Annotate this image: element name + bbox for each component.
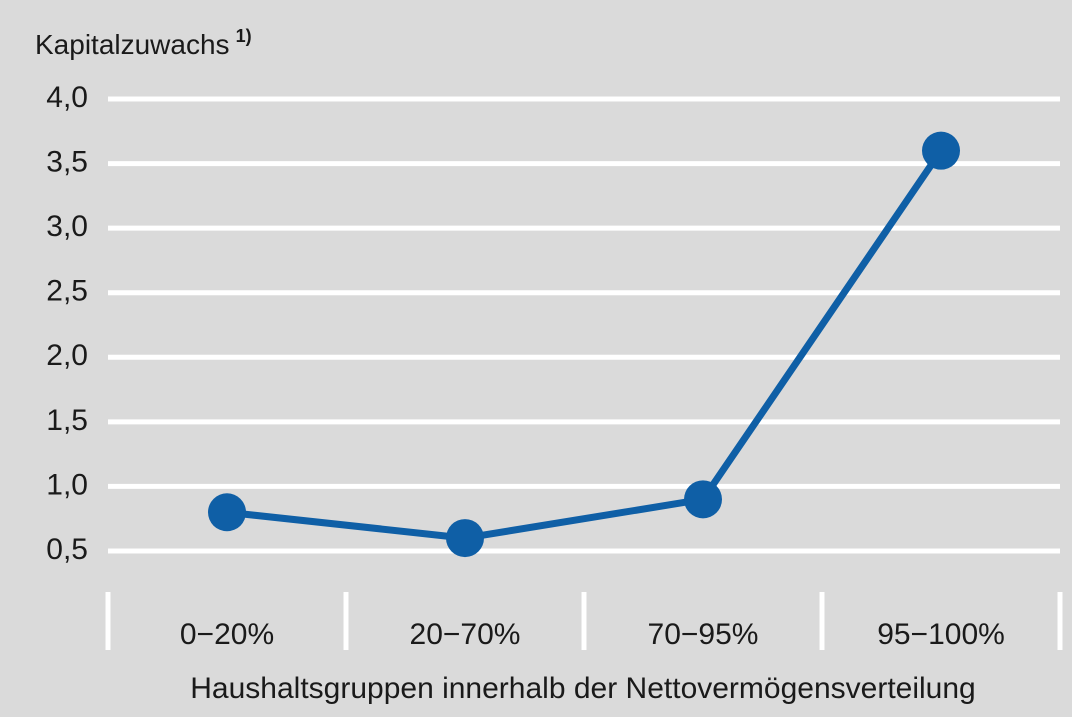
- x-tick-label: 20−70%: [410, 618, 521, 651]
- y-tick-label: 1,0: [46, 468, 88, 501]
- y-tick-label: 1,5: [46, 404, 88, 437]
- point: [208, 493, 246, 532]
- y-tick-label: 3,0: [46, 210, 88, 243]
- y-tick-label: 2,5: [46, 275, 88, 308]
- x-tick-label: 0−20%: [180, 618, 274, 651]
- point: [446, 519, 484, 558]
- y-tick-label: 3,5: [46, 145, 88, 178]
- point: [922, 131, 960, 170]
- point: [684, 480, 722, 519]
- x-tick-label: 95−100%: [877, 618, 1005, 651]
- y-tick-label: 4,0: [46, 81, 88, 114]
- y-tick-label: 2,0: [46, 339, 88, 372]
- y-tick-label: 0,5: [46, 533, 88, 566]
- y-axis-label: Kapitalzuwachs 1): [35, 26, 252, 61]
- x-tick-label: 70−95%: [648, 618, 759, 651]
- line: [226, 148, 944, 542]
- x-axis-label: Haushaltsgruppen innerhalb der Nettoverm…: [190, 672, 975, 705]
